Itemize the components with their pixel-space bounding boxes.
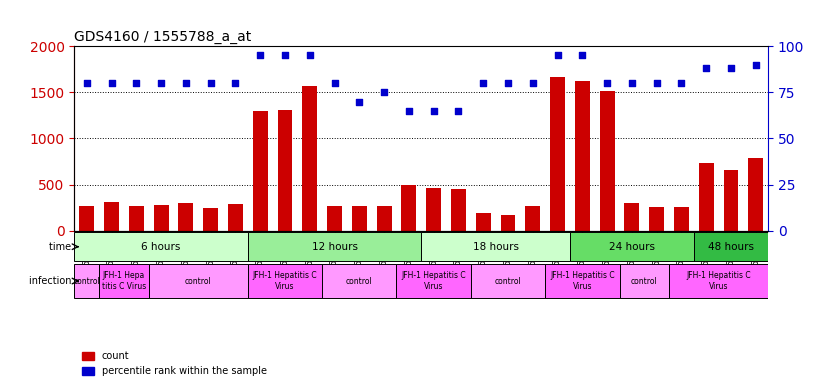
- FancyBboxPatch shape: [570, 232, 694, 261]
- Point: [625, 80, 638, 86]
- Text: infection: infection: [29, 276, 74, 286]
- Point: [80, 80, 93, 86]
- Bar: [253, 111, 268, 231]
- Point: [526, 80, 539, 86]
- Bar: [129, 206, 144, 231]
- Bar: [674, 207, 689, 231]
- Point: [328, 80, 341, 86]
- Point: [154, 80, 168, 86]
- Text: control: control: [185, 276, 211, 286]
- Text: time: time: [49, 242, 74, 252]
- Bar: [178, 203, 193, 231]
- Point: [501, 80, 515, 86]
- Point: [353, 98, 366, 104]
- Bar: [104, 202, 119, 231]
- FancyBboxPatch shape: [396, 265, 471, 298]
- Bar: [525, 206, 540, 231]
- Bar: [649, 207, 664, 231]
- Text: 24 hours: 24 hours: [609, 242, 655, 252]
- Bar: [352, 206, 367, 231]
- Point: [402, 108, 415, 114]
- Point: [576, 52, 589, 58]
- Bar: [377, 206, 392, 231]
- FancyBboxPatch shape: [74, 232, 248, 261]
- Point: [601, 80, 614, 86]
- Bar: [748, 158, 763, 231]
- Bar: [451, 189, 466, 231]
- Bar: [550, 78, 565, 231]
- Point: [427, 108, 440, 114]
- Bar: [203, 208, 218, 231]
- Point: [130, 80, 143, 86]
- FancyBboxPatch shape: [620, 265, 669, 298]
- Bar: [624, 203, 639, 231]
- Bar: [154, 205, 169, 231]
- Text: 18 hours: 18 hours: [472, 242, 519, 252]
- Bar: [79, 206, 94, 231]
- Bar: [327, 206, 342, 231]
- Point: [278, 52, 292, 58]
- Bar: [401, 185, 416, 231]
- Text: JFH-1 Hepatitis C
Virus: JFH-1 Hepatitis C Virus: [686, 271, 751, 291]
- Point: [452, 108, 465, 114]
- Text: control: control: [74, 276, 100, 286]
- FancyBboxPatch shape: [471, 265, 545, 298]
- Text: control: control: [631, 276, 657, 286]
- Bar: [600, 91, 615, 231]
- Bar: [575, 81, 590, 231]
- Text: JFH-1 Hepatitis C
Virus: JFH-1 Hepatitis C Virus: [401, 271, 466, 291]
- Bar: [228, 204, 243, 231]
- FancyBboxPatch shape: [669, 265, 768, 298]
- Point: [105, 80, 118, 86]
- Bar: [426, 189, 441, 231]
- Point: [477, 80, 490, 86]
- Text: GDS4160 / 1555788_a_at: GDS4160 / 1555788_a_at: [74, 30, 252, 44]
- Text: JFH-1 Hepatitis C
Virus: JFH-1 Hepatitis C Virus: [550, 271, 615, 291]
- Bar: [724, 170, 738, 231]
- FancyBboxPatch shape: [322, 265, 396, 298]
- FancyBboxPatch shape: [149, 265, 248, 298]
- Point: [179, 80, 192, 86]
- Text: JFH-1 Hepa
titis C Virus: JFH-1 Hepa titis C Virus: [102, 271, 146, 291]
- Point: [229, 80, 242, 86]
- Point: [254, 52, 267, 58]
- Point: [204, 80, 217, 86]
- Bar: [476, 214, 491, 231]
- FancyBboxPatch shape: [99, 265, 149, 298]
- FancyBboxPatch shape: [421, 232, 570, 261]
- Point: [749, 61, 762, 68]
- Point: [650, 80, 663, 86]
- FancyBboxPatch shape: [545, 265, 620, 298]
- Bar: [501, 215, 515, 231]
- Text: control: control: [495, 276, 521, 286]
- FancyBboxPatch shape: [694, 232, 768, 261]
- FancyBboxPatch shape: [248, 232, 421, 261]
- Point: [724, 65, 738, 71]
- Text: 48 hours: 48 hours: [708, 242, 754, 252]
- Point: [303, 52, 316, 58]
- FancyBboxPatch shape: [248, 265, 322, 298]
- Text: control: control: [346, 276, 373, 286]
- Point: [675, 80, 688, 86]
- Legend: count, percentile rank within the sample: count, percentile rank within the sample: [79, 348, 269, 379]
- Bar: [302, 86, 317, 231]
- FancyBboxPatch shape: [74, 265, 99, 298]
- Bar: [699, 163, 714, 231]
- Text: JFH-1 Hepatitis C
Virus: JFH-1 Hepatitis C Virus: [253, 271, 317, 291]
- Bar: [278, 110, 292, 231]
- Text: 12 hours: 12 hours: [311, 242, 358, 252]
- Point: [377, 89, 391, 95]
- Point: [551, 52, 564, 58]
- Text: 6 hours: 6 hours: [141, 242, 181, 252]
- Point: [700, 65, 713, 71]
